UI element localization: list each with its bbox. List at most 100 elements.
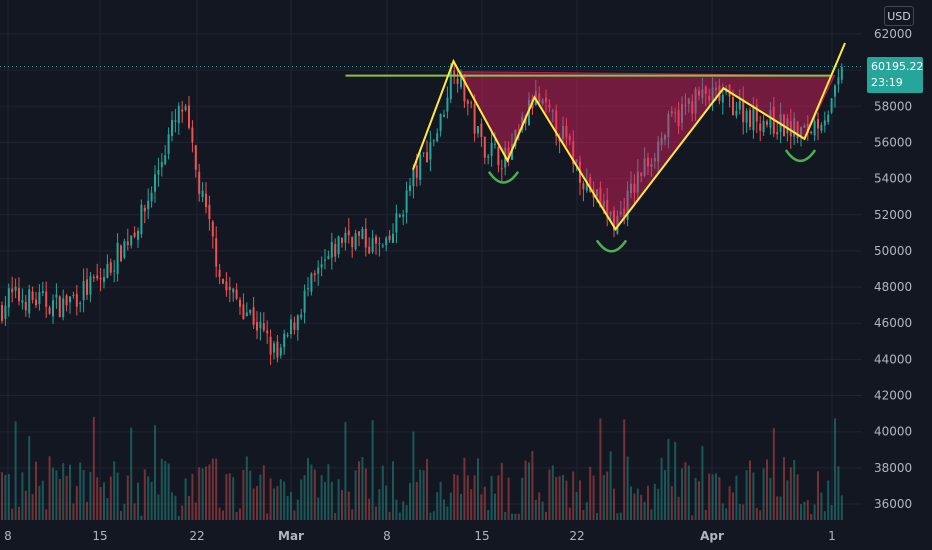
candle-body [562,126,564,139]
candle-body [840,67,843,80]
x-tick-label: 8 [383,529,391,543]
volume-bar [623,419,626,520]
volume-bar [609,451,612,520]
candle-body [762,120,765,133]
pattern-fill [453,60,836,231]
candle-body [398,214,401,217]
candle-body [320,264,323,268]
volume-bar [317,497,320,520]
candle-body [208,204,211,220]
candle-body [650,164,653,168]
candle-body [92,276,95,279]
volume-bar [759,510,762,520]
y-tick-label: 48000 [874,280,912,294]
candle-body [545,97,547,103]
candle-body [160,162,163,168]
candle-body [473,104,476,134]
candle-body [1,305,3,321]
volume-bar [140,515,143,520]
candle-body [429,142,432,160]
volume-bar [572,471,575,520]
volume-bar [429,512,432,520]
candle-body [300,314,303,318]
volume-bar [72,503,75,520]
volume-bar [310,464,313,520]
volume-bar [18,506,20,520]
volume-bar [460,494,462,520]
volume-bar [52,467,54,520]
candle-body [837,77,840,85]
candle-body [694,88,697,114]
volume-bar [79,462,82,520]
volume-bar [545,511,547,520]
volume-bar [11,508,14,520]
volume-bar [69,464,71,520]
volume-bar [721,503,724,520]
grid-lines [0,0,862,520]
currency-label[interactable]: USD [884,6,914,26]
candle-body [453,70,456,76]
volume-bar [640,494,643,520]
candle-body [613,210,615,231]
volume-bar [477,458,479,520]
candle-body [514,129,517,147]
candle-body [653,157,656,162]
candle-body [633,183,636,193]
volume-bar [205,466,207,520]
last-price-tag: 60195.22 23:19 [867,57,924,93]
y-tick-label: 46000 [874,316,912,330]
price-axis[interactable]: 6200060000580005600054000520005000048000… [874,27,912,511]
candle-body [211,221,214,237]
candle-body [813,120,816,136]
volume-bar [65,475,68,520]
candle-body [443,114,445,117]
volume-bar [7,474,10,520]
trough-marker [785,149,816,163]
candle-body [106,263,109,279]
candle-body [402,214,405,217]
volume-bar [650,509,653,520]
candle-body [276,341,279,358]
candle-body [657,141,660,162]
candle-body [11,288,14,293]
candle-body [568,135,571,141]
volume-bar [742,504,745,520]
candle-body [392,233,394,243]
candle-body [154,174,156,192]
volume-bar [24,490,27,520]
candle-body [670,111,673,114]
candle-body [463,75,466,102]
candle-body [626,190,629,220]
volume-bar [534,499,537,520]
volume-bar [684,462,687,520]
volume-bar [528,462,530,520]
volume-bar [823,511,826,520]
candle-body [341,238,343,243]
candle-body [62,298,65,318]
volume-bar [381,465,384,520]
candle-body [75,293,78,307]
candle-body [585,180,588,191]
y-tick-label: 58000 [874,99,912,113]
candle-body [167,134,170,154]
volume-bar [551,465,554,520]
volume-bar [796,474,799,520]
volume-bar [762,468,765,520]
volume-bar [28,436,31,520]
trough-marker [596,239,627,253]
volume-bar [327,464,330,520]
candle-body [480,123,483,138]
candle-body [766,121,768,125]
volume-bar [211,458,214,520]
volume-bar [538,492,541,520]
volume-bar [252,488,255,520]
volume-bar [198,467,201,520]
time-axis[interactable]: 8 15 22 Mar 8 15 22 Apr 1 [4,529,836,543]
volume-bar [575,491,578,520]
volume-bar [633,493,636,520]
candle-body [745,110,748,123]
volume-bar [800,504,802,520]
candle-body [191,127,194,143]
volume-bar [364,468,367,520]
